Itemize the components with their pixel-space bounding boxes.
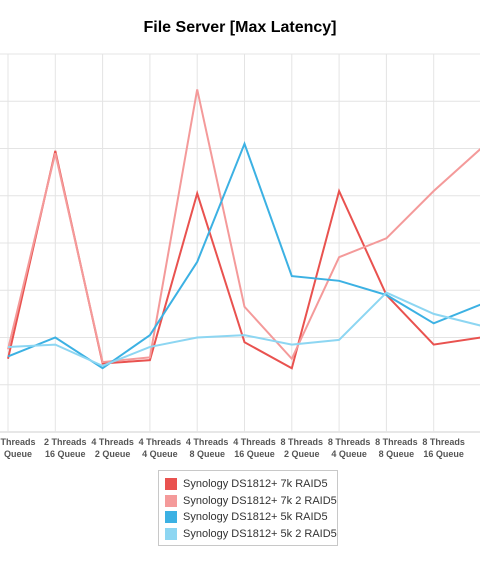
x-tick-label: 8 Threads 4 Queue — [328, 437, 371, 459]
legend-label: Synology DS1812+ 7k 2 RAID5 — [183, 494, 337, 507]
legend-label: Synology DS1812+ 7k RAID5 — [183, 478, 328, 490]
legend: Synology DS1812+ 7k RAID5 Synology DS1812… — [158, 470, 338, 546]
legend-item: Synology DS1812+ 5k 2 RAID5 — [165, 526, 337, 542]
chart-title: File Server [Max Latency] — [143, 19, 337, 36]
x-tick-label: 8 Threads 8 Queue — [375, 437, 418, 459]
series-line-2 — [7, 89, 480, 364]
x-tick-label: 8 Threads 2 Queue — [281, 437, 324, 459]
series-layer — [7, 89, 480, 370]
series-line-4 — [7, 291, 480, 367]
legend-swatch — [165, 527, 177, 540]
x-tick-label: 4 Threads 16 Queue — [233, 437, 276, 459]
legend-item: Synology DS1812+ 5k RAID5 — [165, 509, 328, 525]
legend-item: Synology DS1812+ 7k 2 RAID5 — [165, 493, 337, 509]
legend-label: Synology DS1812+ 5k 2 RAID5 — [183, 527, 337, 540]
x-tick-label: 2 Threads 16 Queue — [44, 437, 87, 459]
x-tick-label: Threads Queue — [0, 437, 35, 459]
legend-swatch — [165, 494, 177, 507]
legend-swatch — [165, 511, 177, 523]
legend-label: Synology DS1812+ 5k RAID5 — [183, 511, 328, 523]
legend-item: Synology DS1812+ 7k RAID5 — [165, 476, 328, 492]
grid — [0, 53, 480, 433]
legend-swatch — [165, 478, 177, 490]
x-tick-label: 8 Threads 16 Queue — [422, 437, 465, 459]
x-tick-label: 4 Threads 8 Queue — [186, 437, 229, 459]
x-tick-label: 4 Threads 2 Queue — [91, 437, 134, 459]
x-tick-label: 4 Threads 4 Queue — [139, 437, 182, 459]
